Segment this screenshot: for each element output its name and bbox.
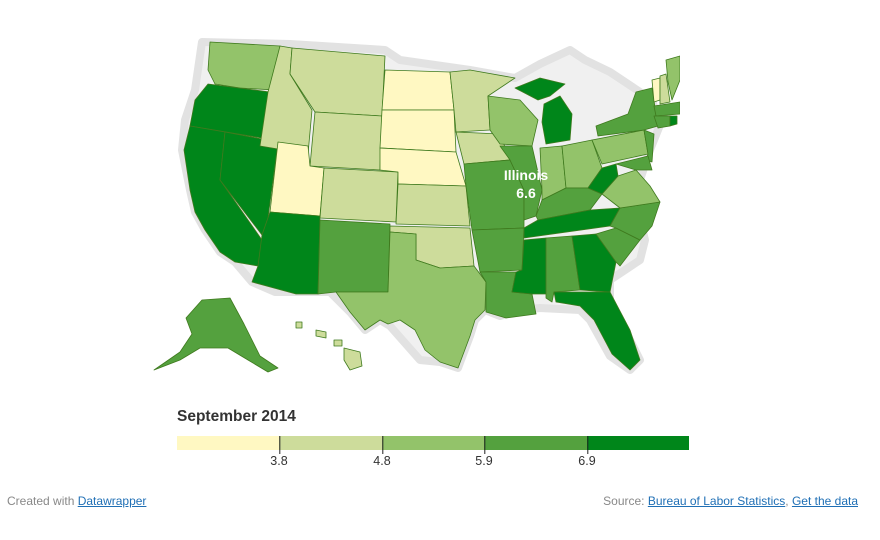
state-arkansas[interactable] bbox=[471, 227, 525, 273]
state-south-carolina[interactable] bbox=[595, 227, 641, 267]
legend-swatch bbox=[279, 436, 382, 450]
legend-tick: 3.8 bbox=[270, 436, 288, 468]
state-hawaii[interactable] bbox=[295, 321, 363, 371]
state-florida[interactable] bbox=[553, 291, 641, 371]
legend-title: September 2014 bbox=[177, 408, 296, 425]
legend-ticks: 3.8 4.8 5.9 6.9 bbox=[177, 436, 689, 472]
legend-swatch bbox=[586, 436, 690, 450]
legend-tick: 5.9 bbox=[475, 436, 493, 468]
legend-tick: 4.8 bbox=[373, 436, 391, 468]
state-washington[interactable] bbox=[207, 41, 281, 91]
state-new-hampshire[interactable] bbox=[659, 73, 671, 105]
legend-tick-mark bbox=[278, 436, 280, 454]
state-north-dakota[interactable] bbox=[381, 69, 455, 111]
source-link[interactable]: Bureau of Labor Statistics bbox=[647, 494, 786, 508]
legend-swatch bbox=[177, 436, 280, 450]
legend-tick: 6.9 bbox=[578, 436, 596, 468]
state-illinois[interactable] bbox=[499, 145, 543, 221]
state-new-mexico[interactable] bbox=[317, 219, 391, 295]
state-georgia[interactable] bbox=[571, 233, 617, 293]
legend-color-bar bbox=[177, 436, 690, 450]
state-wyoming[interactable] bbox=[309, 111, 383, 171]
state-rhode-island[interactable] bbox=[669, 115, 678, 127]
credit-prefix: Created with bbox=[7, 494, 75, 508]
map-label-state: Illinois bbox=[504, 167, 549, 183]
legend-tick-mark bbox=[483, 436, 485, 454]
datawrapper-link[interactable]: Datawrapper bbox=[77, 494, 147, 508]
legend-swatch bbox=[484, 436, 587, 450]
get-the-data-link[interactable]: Get the data bbox=[791, 494, 858, 508]
legend-tick-label: 6.9 bbox=[578, 454, 596, 468]
legend-tick-label: 5.9 bbox=[475, 454, 493, 468]
credit: Created with Datawrapper bbox=[7, 494, 146, 508]
legend-tick-label: 4.8 bbox=[373, 454, 391, 468]
legend: September 2014 3.8 4.8 5.9 6.9 bbox=[177, 408, 697, 472]
source: Source: Bureau of Labor Statistics, Get … bbox=[603, 494, 858, 508]
state-alaska[interactable] bbox=[153, 297, 279, 373]
source-separator: , bbox=[785, 494, 789, 508]
state-west-virginia[interactable] bbox=[587, 163, 619, 195]
map-svg: Illinois 6.6 bbox=[153, 38, 680, 374]
state-michigan[interactable] bbox=[514, 77, 573, 145]
source-prefix: Source: bbox=[603, 494, 645, 508]
map-label-value: 6.6 bbox=[516, 185, 536, 201]
state-maine[interactable] bbox=[665, 55, 680, 101]
state-massachusetts[interactable] bbox=[653, 101, 680, 117]
state-south-dakota[interactable] bbox=[379, 109, 457, 153]
legend-tick-mark bbox=[381, 436, 383, 454]
state-kansas[interactable] bbox=[395, 183, 471, 227]
legend-tick-label: 3.8 bbox=[270, 454, 288, 468]
state-maryland[interactable] bbox=[615, 155, 653, 171]
legend-tick-mark bbox=[586, 436, 588, 454]
legend-swatch bbox=[381, 436, 485, 450]
us-choropleth-map: Illinois 6.6 bbox=[140, 30, 680, 380]
state-colorado[interactable] bbox=[319, 167, 399, 223]
state-texas[interactable] bbox=[335, 231, 487, 369]
